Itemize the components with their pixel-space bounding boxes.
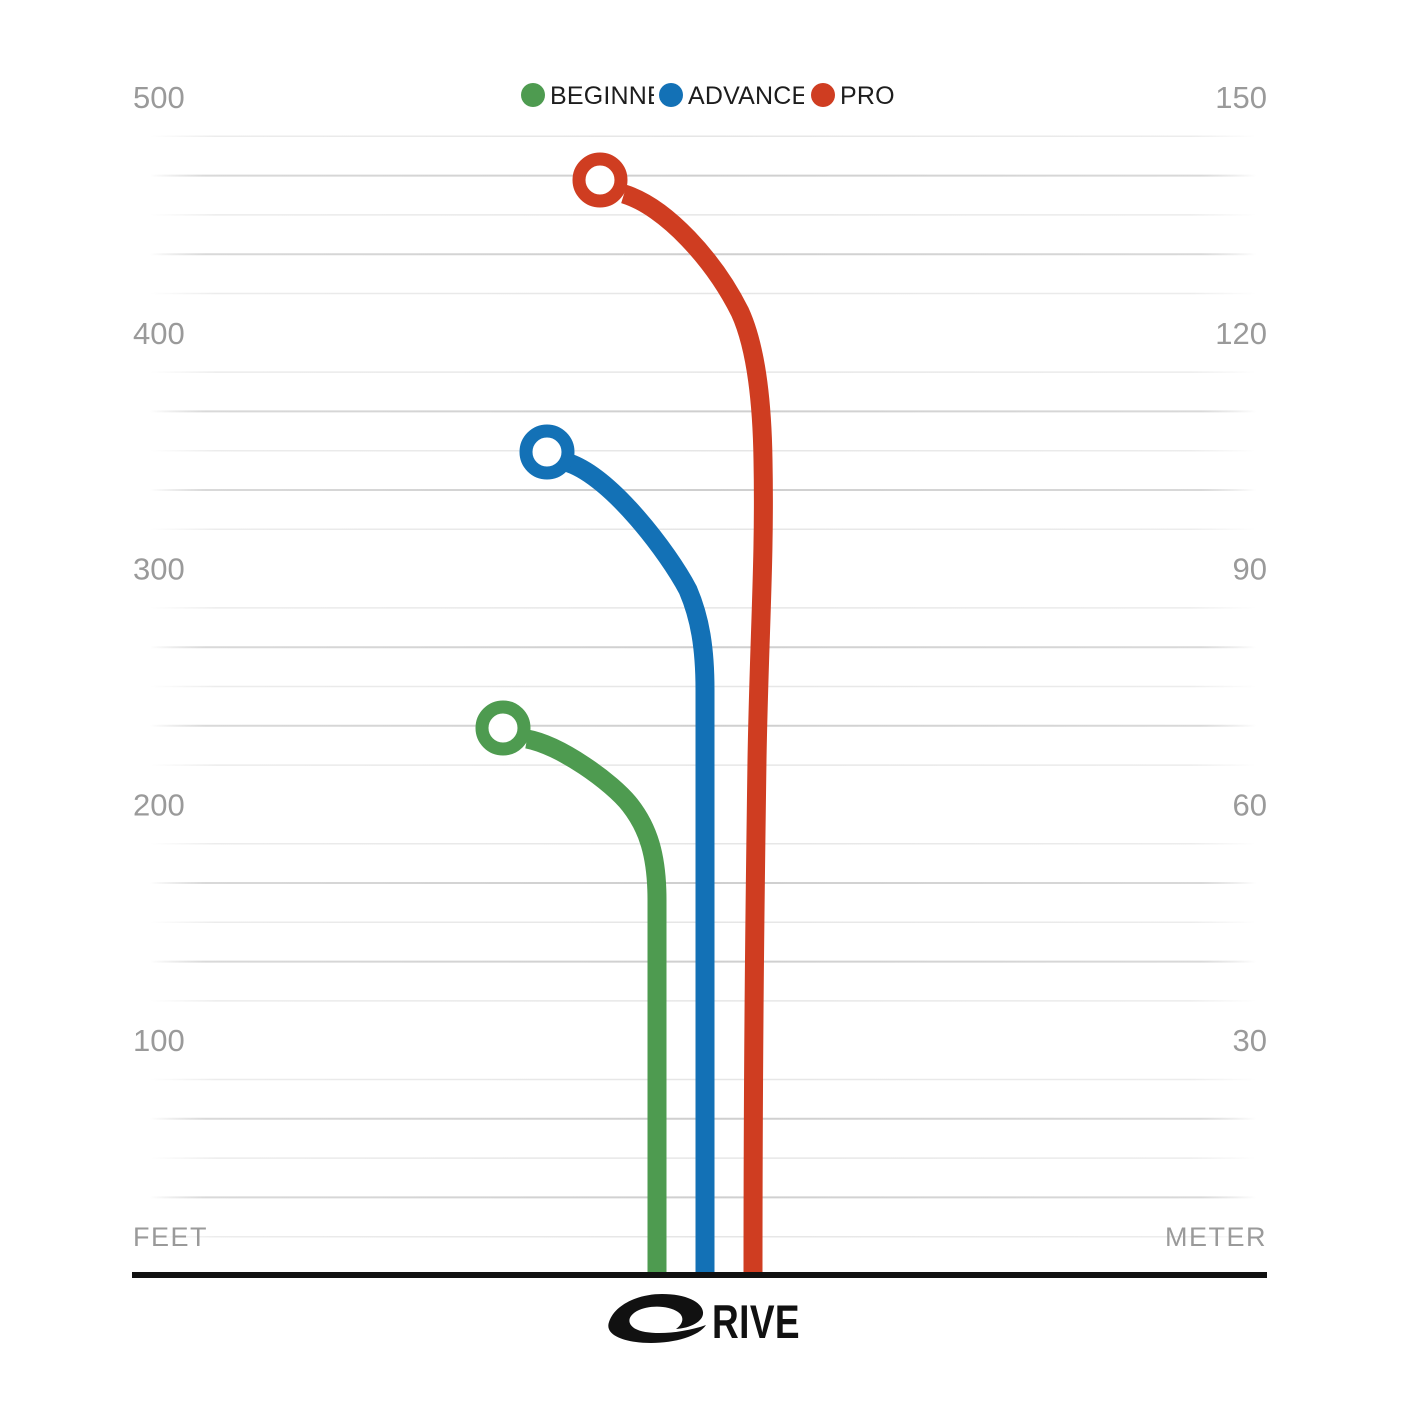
legend-dot-pro-icon <box>811 83 835 107</box>
left-axis-tick-label: 300 <box>133 552 185 587</box>
right-axis-tick-label: 150 <box>1215 80 1267 115</box>
right-axis-tick-label: 120 <box>1215 316 1267 351</box>
right-axis-tick-label: 90 <box>1233 552 1267 587</box>
legend-dot-advanced-icon <box>659 83 683 107</box>
flight-paths <box>475 152 773 1277</box>
legend: BEGINNER ADVANCED PRO <box>514 76 895 114</box>
landing-ring-pro <box>572 152 628 208</box>
flight-path-advanced <box>565 454 715 1276</box>
brand-logo: RIVE <box>608 1294 800 1348</box>
brand-wordmark: RIVE <box>712 1295 800 1348</box>
flight-path-beginner <box>524 729 667 1276</box>
legend-dot-beginner-icon <box>521 83 545 107</box>
landing-ring-beginner <box>475 700 531 756</box>
left-axis-tick-label: 100 <box>133 1023 185 1058</box>
right-axis-unit-label: METER <box>1165 1222 1267 1252</box>
left-axis-tick-label: 500 <box>133 80 185 115</box>
right-axis-tick-label: 30 <box>1233 1023 1267 1058</box>
left-axis-unit-label: FEET <box>133 1222 208 1252</box>
left-axis-tick-label: 200 <box>133 787 185 822</box>
landing-ring-advanced <box>519 424 575 480</box>
right-axis-tick-label: 60 <box>1233 787 1267 822</box>
axis-tick-labels: 500 150 400 120 300 90 200 60 100 30 <box>133 80 1267 1058</box>
left-axis-tick-label: 400 <box>133 316 185 351</box>
brand-swoosh-icon <box>608 1294 706 1343</box>
flight-path-pro <box>620 184 773 1277</box>
legend-label-pro: PRO <box>840 82 895 110</box>
legend-label-advanced: ADVANCED <box>688 82 827 110</box>
